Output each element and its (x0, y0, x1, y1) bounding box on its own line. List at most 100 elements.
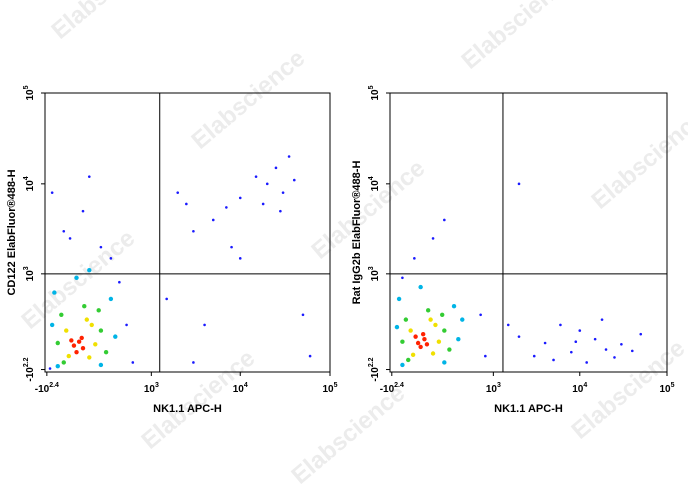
event-dot (451, 304, 457, 309)
event-dot (506, 323, 510, 327)
y-tick-label: 103 (368, 266, 381, 281)
event-dot (578, 329, 582, 332)
event-dot (192, 361, 195, 364)
event-dot (118, 280, 121, 284)
event-dot (265, 182, 269, 186)
event-dot (443, 218, 446, 222)
event-dot (308, 354, 312, 358)
event-dot (192, 229, 195, 233)
events (394, 182, 643, 368)
event-dot (639, 332, 643, 336)
event-dot (433, 322, 438, 328)
event-dot (287, 155, 291, 158)
event-dot (93, 342, 98, 347)
event-dot (413, 257, 416, 260)
event-dot (436, 339, 442, 344)
event-dot (593, 337, 597, 341)
event-dot (203, 323, 206, 327)
event-dot (401, 276, 404, 280)
tick-base: 10 (144, 384, 156, 395)
y-axis-title: Rat IgG2b ElabFluor®488-H (351, 161, 363, 305)
event-dot (185, 202, 188, 206)
event-dot (61, 360, 66, 365)
event-dot (574, 340, 578, 344)
event-dot (68, 237, 72, 240)
event-dot (74, 349, 79, 355)
event-dot (428, 317, 433, 322)
event-dot (50, 191, 54, 194)
watermark: Elabscience (307, 155, 431, 265)
x-tick-label: 104 (572, 382, 587, 395)
event-dot (403, 317, 409, 322)
event-dot (87, 175, 91, 178)
x-tick-label: -102.4 (35, 382, 59, 395)
tick-exponent: 5 (334, 382, 338, 389)
tick-base: 10 (370, 89, 381, 101)
event-dot (165, 297, 168, 301)
event-dot (425, 308, 431, 313)
event-dot (400, 362, 405, 368)
event-dot (413, 334, 418, 339)
tick-base: 10 (25, 180, 36, 192)
event-dot (211, 218, 215, 222)
event-dot (430, 351, 436, 356)
tick-exponent: 2.2 (23, 357, 30, 367)
event-dot (559, 323, 562, 327)
event-dot (225, 206, 228, 209)
event-dot (301, 313, 305, 317)
events (48, 155, 312, 370)
tick-base: 10 (25, 270, 36, 282)
event-dot (620, 343, 623, 346)
tick-base: -10 (380, 384, 395, 395)
event-dot (261, 202, 265, 206)
tick-exponent: 4 (23, 176, 30, 180)
event-dot (410, 352, 416, 358)
event-dot (420, 331, 426, 337)
y-axis-title: CD122 ElabFluor®488-H (6, 169, 18, 295)
event-dot (52, 290, 57, 295)
event-dot (585, 361, 588, 364)
x-tick-label: 104 (233, 382, 248, 395)
event-dot (418, 284, 423, 290)
watermark: Elabscience (287, 380, 411, 490)
event-dot (274, 166, 278, 170)
tick-base: 10 (486, 384, 498, 395)
event-dot (96, 308, 101, 313)
tick-base: 10 (370, 270, 381, 282)
event-dot (532, 354, 536, 358)
x-tick-label: 103 (486, 382, 501, 395)
plot-frame (389, 92, 668, 373)
event-dot (84, 317, 90, 322)
y-tick-label: 105 (368, 85, 381, 100)
event-dot (600, 318, 604, 321)
event-dot (415, 340, 421, 346)
event-dot (69, 338, 74, 343)
event-dot (76, 339, 82, 344)
event-dot (230, 245, 233, 249)
event-dot (460, 317, 465, 322)
y-tick-label: -102.2 (368, 357, 381, 381)
event-dot (456, 336, 461, 342)
x-axis-title: NK1.1 APC-H (153, 403, 222, 415)
event-dot (447, 347, 452, 352)
event-dot (109, 257, 113, 260)
x-tick-label: 103 (144, 382, 159, 395)
event-dot (66, 353, 71, 359)
event-dot (406, 357, 411, 363)
y-tick-label: 104 (23, 176, 36, 191)
tick-base: 10 (233, 384, 245, 395)
event-dot (98, 328, 104, 333)
event-dot (108, 296, 114, 302)
event-dot (543, 341, 547, 345)
event-dot (279, 209, 282, 213)
tick-exponent: 2.4 (49, 382, 59, 389)
event-dot (394, 324, 400, 330)
tick-exponent: 3 (23, 266, 30, 270)
y-tick-label: -102.2 (23, 357, 36, 381)
tick-exponent: 5 (368, 85, 375, 89)
event-dot (396, 296, 402, 302)
tick-base: 10 (659, 384, 671, 395)
